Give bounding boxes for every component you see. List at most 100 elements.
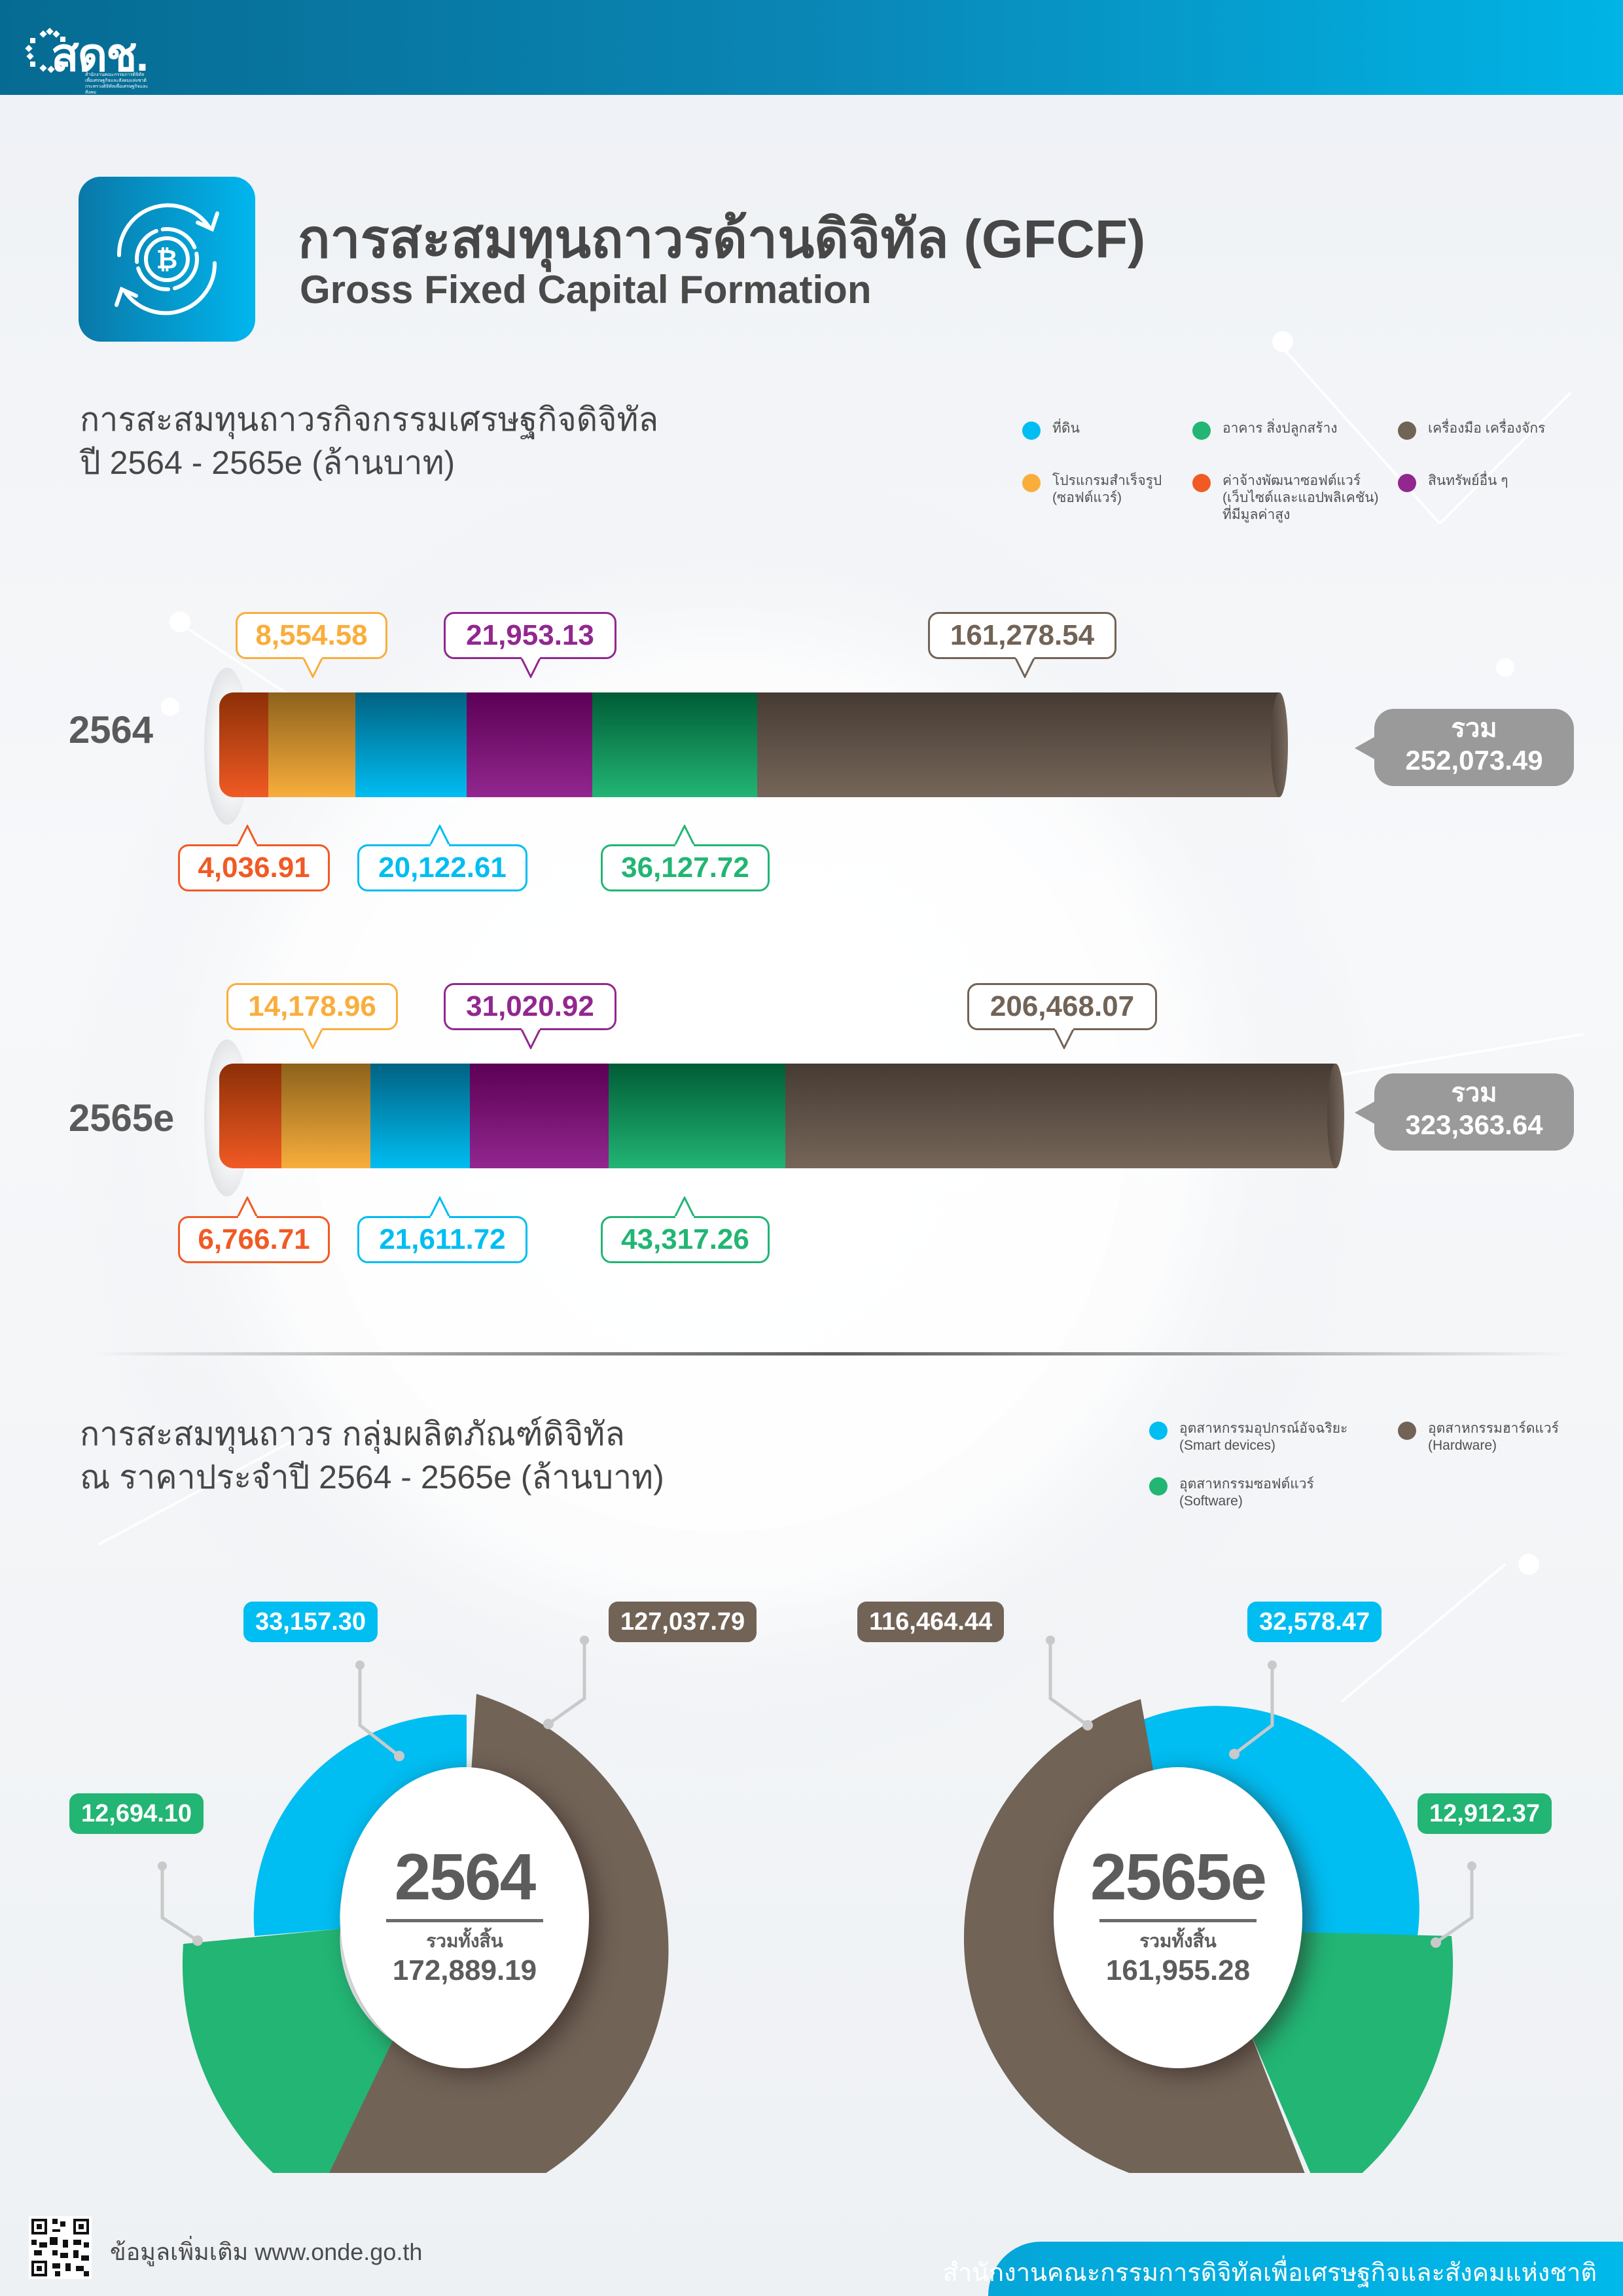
bar-segment-software-package[interactable] xyxy=(281,1064,370,1168)
bar-end-cap xyxy=(1327,1064,1344,1168)
stacked-bar-2564 xyxy=(219,692,1279,797)
callout-tail-icon xyxy=(428,825,452,846)
donut-slice-smart-devices[interactable] xyxy=(253,1714,467,1936)
donut-center-rule xyxy=(386,1919,543,1922)
donut-center-rule xyxy=(1099,1919,1257,1922)
legend-item-smart-devices: อุตสาหกรรมอุปกรณ์อัจฉริยะ (Smart devices… xyxy=(1149,1420,1347,1454)
callout-software-dev-2565e: 6,766.71 xyxy=(178,1216,330,1263)
bitcoin-refresh-icon: ₿ xyxy=(115,203,219,315)
donut-year-label: 2565e xyxy=(1090,1840,1267,1914)
legend-label: เครื่องมือ เครื่องจักร xyxy=(1428,421,1546,436)
footer-band: สำนักงานคณะกรรมการดิจิทัลเพื่อเศรษฐกิจแล… xyxy=(943,2242,1623,2296)
legend-dot-icon xyxy=(1398,474,1416,492)
onde-logo: สดช. สำนักงานคณะกรรมการดิจิทัล เพื่อเศรษ… xyxy=(25,14,156,95)
section1-title: การสะสมทุนถาวรกิจกรรมเศรษฐกิจดิจิทัล ปี … xyxy=(80,398,658,484)
bar-segment-land[interactable] xyxy=(370,1064,470,1168)
callout-building-2564: 36,127.72 xyxy=(601,844,770,891)
legend-label: สินทรัพย์อื่น ๆ xyxy=(1428,473,1508,488)
legend-label-line: (Smart devices) xyxy=(1179,1438,1276,1453)
legend-label-line: ค่าจ้างพัฒนาซอฟต์แวร์ xyxy=(1222,473,1361,488)
tag-smart-devices-2564: 33,157.30 xyxy=(243,1602,378,1642)
callout-tail-icon xyxy=(302,1028,324,1049)
total-bubble-2564: รวม 252,073.49 xyxy=(1355,709,1574,786)
legend-dot-icon xyxy=(1398,1422,1416,1440)
legend-item-software-dev: ค่าจ้างพัฒนาซอฟต์แวร์ (เว็บไซต์และแอปพลิ… xyxy=(1192,473,1378,524)
callout-machinery-2565e: 206,468.07 xyxy=(967,983,1157,1030)
legend-item-building: อาคาร สิ่งปลูกสร้าง xyxy=(1192,420,1338,440)
bar-segment-machinery[interactable] xyxy=(757,692,1279,797)
legend-label: อาคาร สิ่งปลูกสร้าง xyxy=(1222,421,1338,436)
legend-label: โปรแกรมสำเร็จรูป (ซอฟต์แวร์) xyxy=(1052,473,1162,507)
stacked-bar-2565e xyxy=(219,1064,1335,1168)
callout-software-package-2564: 8,554.58 xyxy=(236,612,387,659)
bar-segment-software-dev[interactable] xyxy=(219,692,268,797)
logo-subtitle: สำนักงานคณะกรรมการดิจิทัล เพื่อเศรษฐกิจแ… xyxy=(85,72,157,96)
bar-segment-machinery[interactable] xyxy=(785,1064,1335,1168)
donut-center-2564: 2564 รวมทั้งสิ้น 172,889.19 xyxy=(340,1767,589,2068)
legend-label: ค่าจ้างพัฒนาซอฟต์แวร์ (เว็บไซต์และแอปพลิ… xyxy=(1222,473,1378,524)
bar-segment-other-assets[interactable] xyxy=(467,692,592,797)
section-divider xyxy=(92,1352,1571,1355)
tag-software-2565e: 12,912.37 xyxy=(1418,1793,1552,1834)
bar-segment-building[interactable] xyxy=(592,692,757,797)
legend-label-line: โปรแกรมสำเร็จรูป xyxy=(1052,473,1162,488)
more-info-link[interactable]: ข้อมูลเพิ่มเติม www.onde.go.th xyxy=(110,2238,423,2265)
legend-label-line: ที่มีมูลค่าสูง xyxy=(1222,507,1291,522)
tag-hardware-2565e: 116,464.44 xyxy=(857,1602,1005,1642)
legend-item-machinery: เครื่องมือ เครื่องจักร xyxy=(1398,420,1545,440)
bar-segment-software-dev[interactable] xyxy=(219,1064,281,1168)
legend-item-other-assets: สินทรัพย์อื่น ๆ xyxy=(1398,473,1508,492)
donut-year-label: 2564 xyxy=(394,1840,536,1914)
legend-label-line: (ซอฟต์แวร์) xyxy=(1052,490,1122,505)
legend-label: ที่ดิน xyxy=(1052,421,1080,436)
legend-label-line: (Hardware) xyxy=(1428,1438,1497,1453)
page-title-english: Gross Fixed Capital Formation xyxy=(300,268,872,312)
qr-code-icon[interactable] xyxy=(29,2216,92,2279)
bar-segment-land[interactable] xyxy=(355,692,467,797)
bar-segment-software-package[interactable] xyxy=(268,692,355,797)
donut-slice-software[interactable] xyxy=(1249,1932,1454,2173)
total-bubble-2565e: รวม 323,363.64 xyxy=(1355,1073,1574,1151)
legend-dot-icon xyxy=(1398,422,1416,440)
tag-hardware-2564: 127,037.79 xyxy=(609,1602,757,1642)
legend-label-line: อุตสาหกรรมฮาร์ดแวร์ xyxy=(1428,1421,1559,1436)
donut-center-2565e: 2565e รวมทั้งสิ้น 161,955.28 xyxy=(1054,1767,1302,2068)
legend-dot-icon xyxy=(1149,1477,1168,1496)
donut-slice-software[interactable] xyxy=(182,1929,393,2173)
callout-tail-icon xyxy=(236,825,259,846)
legend-dot-icon xyxy=(1022,422,1041,440)
callout-tail-icon xyxy=(673,825,696,846)
total-value: 323,363.64 xyxy=(1405,1109,1543,1140)
bar-segment-building[interactable] xyxy=(609,1064,785,1168)
legend-item-hardware: อุตสาหกรรมฮาร์ดแวร์ (Hardware) xyxy=(1398,1420,1559,1454)
donut-total-label: รวมทั้งสิ้น xyxy=(426,1931,503,1951)
total-value: 252,073.49 xyxy=(1405,745,1543,776)
legend-dot-icon xyxy=(1022,474,1041,492)
callout-tail-icon xyxy=(302,657,324,678)
organization-name: สำนักงานคณะกรรมการดิจิทัลเพื่อเศรษฐกิจแล… xyxy=(942,2259,1597,2287)
section1-title-line2: ปี 2564 - 2565e (ล้านบาท) xyxy=(80,444,455,481)
callout-tail-icon xyxy=(428,1196,452,1218)
legend-dot-icon xyxy=(1192,422,1211,440)
callout-software-dev-2564: 4,036.91 xyxy=(178,844,330,891)
bar-segment-other-assets[interactable] xyxy=(470,1064,609,1168)
callout-tail-icon xyxy=(673,1196,696,1218)
bar-year-label-2564: 2564 xyxy=(69,709,154,751)
legend-label: อุตสาหกรรมฮาร์ดแวร์ (Hardware) xyxy=(1428,1420,1559,1454)
bar-end-cap xyxy=(1271,692,1288,797)
section2-title-line2: ณ ราคาประจำปี 2564 - 2565e (ล้านบาท) xyxy=(80,1459,664,1496)
section2-title-line1: การสะสมทุนถาวร กลุ่มผลิตภัณฑ์ดิจิทัล xyxy=(80,1416,625,1452)
callout-software-package-2565e: 14,178.96 xyxy=(226,983,398,1030)
section2-title: การสะสมทุนถาวร กลุ่มผลิตภัณฑ์ดิจิทัล ณ ร… xyxy=(80,1412,664,1499)
callout-tail-icon xyxy=(1014,657,1036,678)
callout-machinery-2564: 161,278.54 xyxy=(928,612,1116,659)
legend-dot-icon xyxy=(1192,474,1211,492)
logo-text: สดช. xyxy=(51,29,149,81)
total-label: รวม xyxy=(1451,714,1497,743)
callout-other-assets-2565e: 31,020.92 xyxy=(444,983,616,1030)
page-title-thai: การสะสมทุนถาวรด้านดิจิทัล (GFCF) xyxy=(298,209,1146,269)
bar-year-label-2565e: 2565e xyxy=(69,1097,175,1139)
logo-subtitle-line: เพื่อเศรษฐกิจและสังคมแห่งชาติ xyxy=(85,79,147,83)
donut-total-value: 161,955.28 xyxy=(1105,1954,1251,1986)
legend-label-line: (เว็บไซต์และแอปพลิเคชัน) xyxy=(1222,490,1379,505)
